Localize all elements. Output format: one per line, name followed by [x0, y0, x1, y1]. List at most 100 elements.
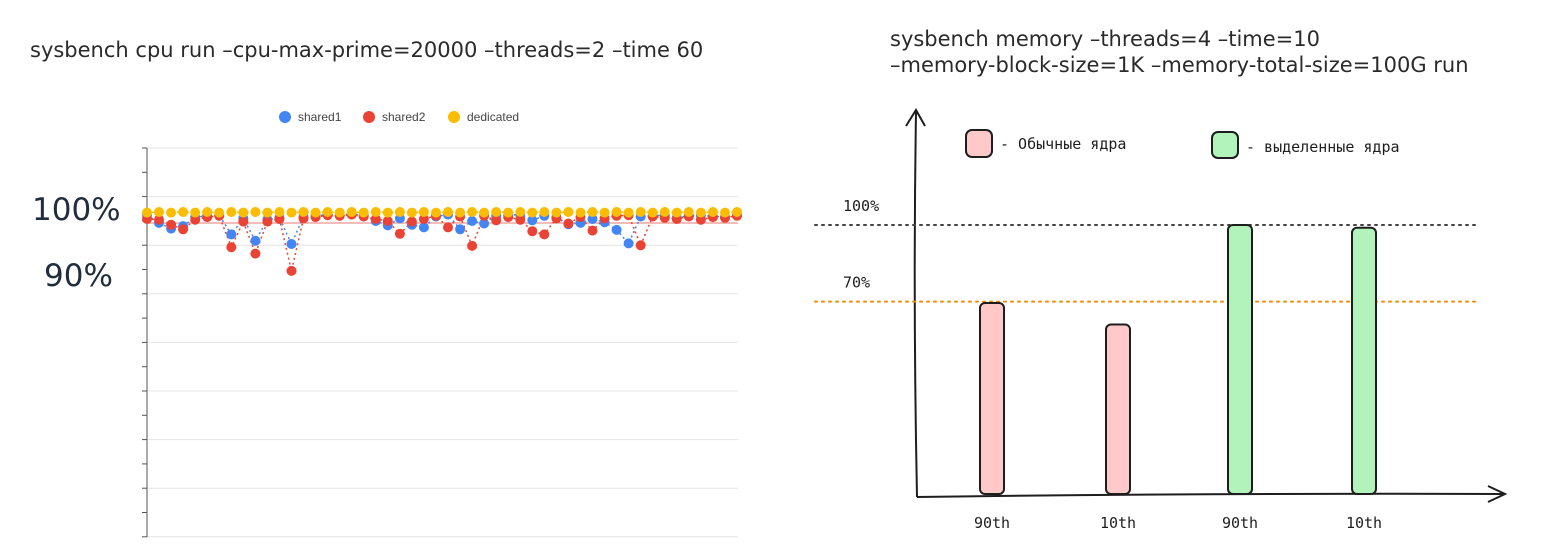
data-point-dedicated	[587, 207, 598, 217]
data-point-dedicated	[370, 207, 381, 217]
data-point-shared2	[226, 242, 237, 253]
y-axis-line	[913, 111, 918, 498]
data-point-dedicated	[659, 207, 670, 217]
data-point-shared2	[178, 224, 189, 235]
data-point-shared2	[406, 216, 417, 227]
series-line-dedicated	[146, 211, 738, 214]
data-point-dedicated	[503, 207, 514, 218]
data-point-shared2	[250, 248, 261, 259]
memory-legend: - Обычные ядра - выделенные ядра	[965, 129, 1400, 159]
data-point-shared2	[286, 265, 297, 276]
data-point-dedicated	[635, 207, 646, 217]
data-point-dedicated	[178, 207, 189, 217]
data-point-dedicated	[551, 207, 562, 218]
data-point-dedicated	[286, 207, 297, 218]
data-point-dedicated	[611, 207, 622, 217]
data-point-dedicated	[431, 207, 441, 218]
data-point-shared2	[418, 214, 429, 224]
series-line-shared2	[146, 213, 738, 272]
data-point-dedicated	[527, 207, 538, 218]
data-point-shared2	[635, 240, 646, 251]
legend-label-regular: - Обычные ядра	[1000, 135, 1126, 153]
data-point-dedicated	[298, 207, 309, 217]
data-point-shared2	[491, 215, 502, 226]
data-point-dedicated	[515, 207, 526, 217]
data-point-dedicated	[406, 207, 417, 218]
cpu-label-90: 90%	[44, 258, 113, 294]
memory-bar-chart: 100% 70% 90th 10th 90th 10th - Обычные ядра …	[814, 108, 1508, 532]
data-point-dedicated	[274, 207, 285, 217]
data-point-shared1	[623, 238, 634, 249]
legend-marker-dedicated	[448, 111, 460, 123]
data-point-shared1	[455, 224, 466, 235]
bar-dedicated	[1227, 224, 1253, 495]
cpu-legend: shared1 shared2 dedicated	[279, 110, 519, 124]
data-point-dedicated	[623, 207, 634, 218]
cpu-chart-title: sysbench cpu run –cpu-max-prime=20000 –t…	[30, 38, 704, 62]
data-point-shared1	[527, 215, 538, 226]
data-point-dedicated	[563, 207, 574, 217]
data-point-dedicated	[671, 207, 682, 218]
data-point-shared1	[611, 224, 622, 235]
data-point-shared1	[467, 216, 478, 226]
data-point-dedicated	[695, 207, 706, 218]
legend-swatch-dedicated	[1211, 131, 1239, 159]
data-point-dedicated	[262, 207, 273, 218]
cpu-scatter-chart: shared1 shared2 dedicated	[142, 110, 742, 538]
data-point-shared2	[467, 240, 478, 251]
data-point-shared2	[238, 216, 249, 227]
reference-label-70%: 70%	[843, 274, 870, 292]
y-axis-arrow	[905, 108, 926, 127]
data-point-shared2	[539, 229, 550, 240]
data-point-dedicated	[214, 207, 225, 218]
legend-label-dedicated: dedicated	[467, 110, 519, 124]
data-point-dedicated	[142, 207, 152, 218]
cpu-series-lines	[146, 211, 738, 272]
x-category-label: 90th	[974, 514, 1010, 532]
data-point-dedicated	[346, 207, 357, 217]
x-category-label: 10th	[1100, 514, 1136, 532]
cpu-label-100: 100%	[32, 192, 121, 228]
data-point-shared2	[262, 216, 273, 227]
memory-chart-title-line2: –memory-block-size=1K –memory-total-size…	[890, 53, 1469, 77]
data-point-shared2	[515, 214, 526, 225]
cpu-grid	[142, 147, 738, 538]
data-point-dedicated	[683, 207, 694, 217]
data-point-dedicated	[418, 207, 429, 217]
data-point-dedicated	[720, 207, 730, 218]
memory-bars: 90th 10th 90th 10th	[974, 224, 1382, 532]
data-point-shared2	[587, 225, 598, 236]
data-point-shared1	[286, 239, 297, 249]
data-point-dedicated	[358, 207, 369, 218]
data-point-dedicated	[443, 207, 453, 217]
data-point-shared1	[587, 214, 598, 224]
data-point-dedicated	[732, 207, 742, 217]
legend-label-shared2: shared2	[382, 110, 426, 124]
data-point-dedicated	[322, 207, 333, 217]
data-point-shared1	[250, 235, 261, 246]
data-point-shared2	[190, 214, 201, 225]
legend-marker-shared2	[363, 111, 375, 123]
legend-label-dedicated: - выделенные ядра	[1246, 138, 1400, 156]
data-point-shared2	[154, 214, 164, 225]
data-point-shared1	[479, 218, 490, 229]
cpu-series-points	[142, 207, 742, 276]
data-point-dedicated	[455, 207, 466, 218]
data-point-dedicated	[166, 207, 177, 218]
data-point-shared2	[563, 218, 574, 229]
data-point-dedicated	[226, 207, 237, 217]
x-category-label: 90th	[1222, 514, 1258, 532]
data-point-shared2	[394, 228, 405, 239]
data-point-dedicated	[575, 207, 586, 218]
data-point-shared2	[443, 222, 453, 233]
data-point-dedicated	[394, 207, 405, 217]
data-point-dedicated	[190, 207, 201, 218]
data-point-dedicated	[334, 207, 345, 218]
data-point-shared2	[166, 219, 177, 230]
data-point-shared2	[370, 214, 381, 224]
data-point-shared2	[382, 216, 393, 226]
data-point-shared2	[527, 226, 538, 237]
legend-marker-shared1	[279, 111, 291, 123]
memory-chart-title-line1: sysbench memory –threads=4 –time=10	[890, 27, 1320, 51]
